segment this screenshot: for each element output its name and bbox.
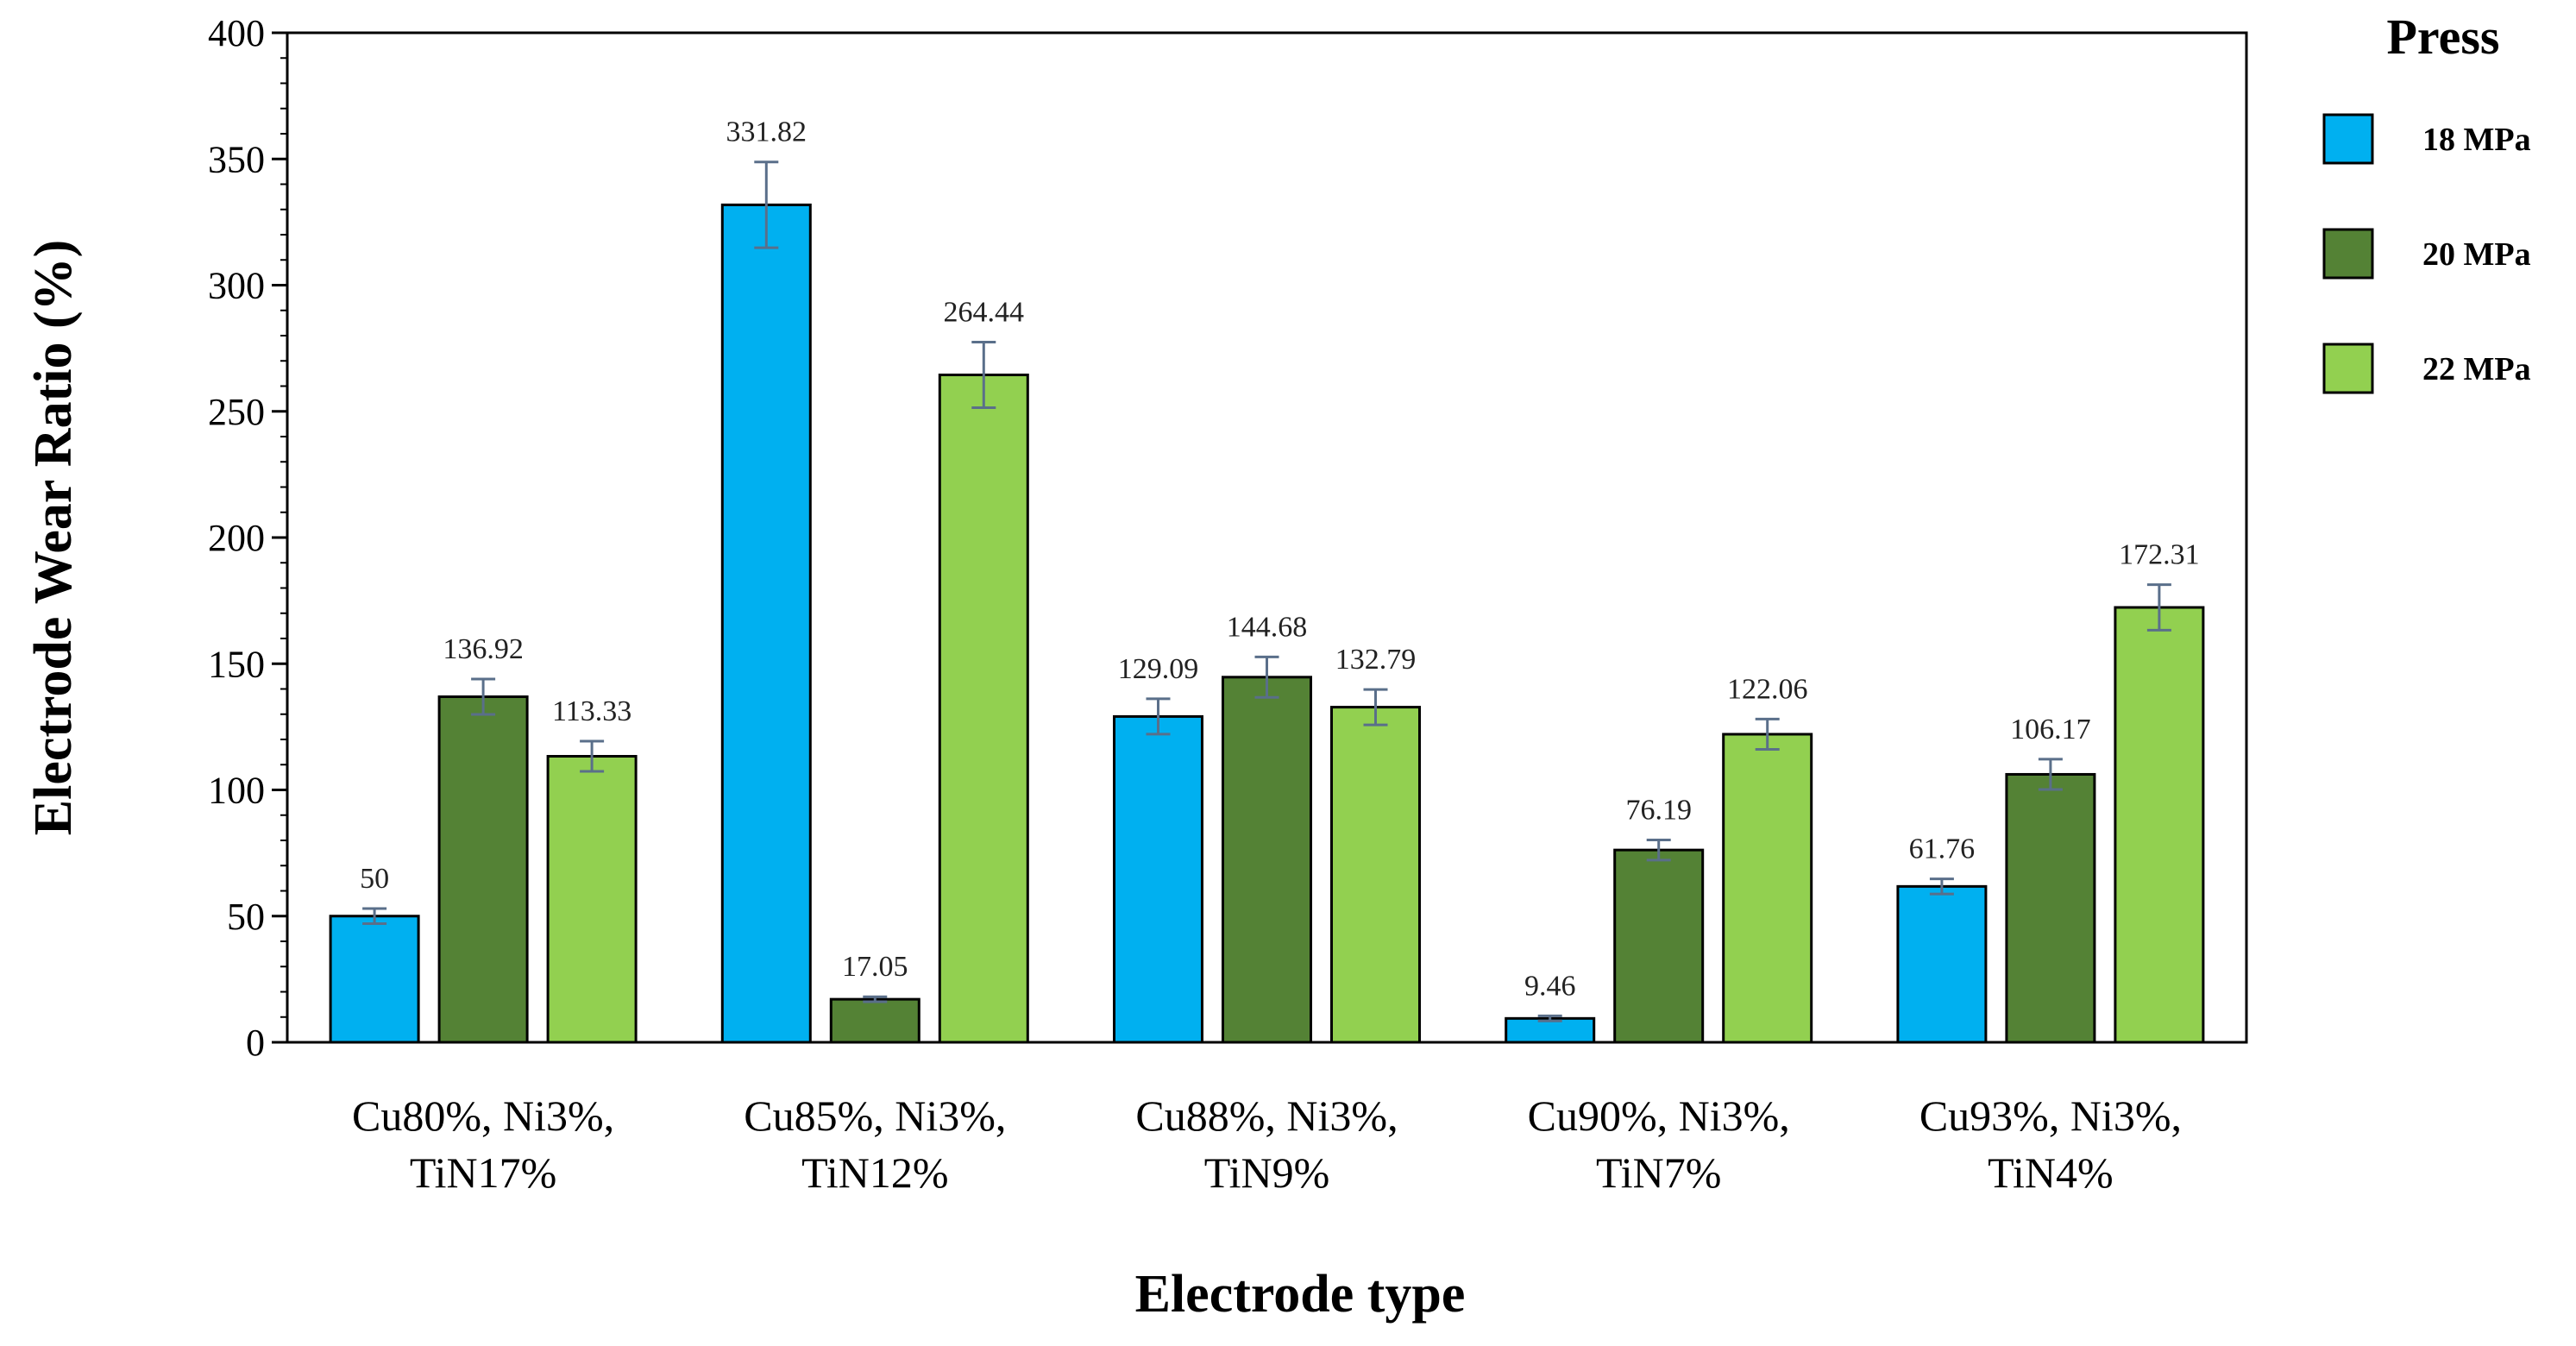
data-label: 264.44 — [944, 296, 1025, 328]
x-axis-title: Electrode type — [1135, 1265, 1466, 1324]
x-tick-label: TiN12% — [801, 1148, 948, 1197]
data-label: 331.82 — [726, 116, 807, 148]
data-label: 76.19 — [1625, 794, 1692, 826]
labels-group: 0 50 100 150 200 250 300 350 400 50 136.92 113.33 Cu… — [208, 12, 2200, 1197]
bar — [437, 695, 529, 1044]
bar — [1613, 848, 1705, 1044]
bar — [2005, 772, 2096, 1044]
legend-label: 18 MPa — [2422, 122, 2531, 158]
data-label: 144.68 — [1227, 611, 1308, 643]
data-label: 9.46 — [1524, 970, 1576, 1002]
data-label: 106.17 — [2010, 714, 2091, 745]
data-label: 17.05 — [842, 951, 908, 983]
legend-label: 22 MPa — [2422, 351, 2531, 387]
bar — [1330, 706, 1421, 1044]
y-tick-label: 100 — [208, 770, 265, 812]
bar — [938, 374, 1029, 1044]
data-label: 61.76 — [1909, 833, 1976, 865]
y-tick-label: 200 — [208, 517, 265, 559]
x-tick-label: TiN4% — [1988, 1148, 2113, 1197]
data-label: 132.79 — [1335, 644, 1417, 676]
bar — [1113, 714, 1203, 1044]
bars-group — [329, 160, 2205, 1044]
legend-title: Press — [2386, 9, 2499, 65]
bar — [2114, 606, 2205, 1044]
x-tick-label: Cu88%, Ni3%, — [1135, 1091, 1398, 1140]
x-tick-label: TiN9% — [1204, 1148, 1329, 1197]
bar — [329, 915, 420, 1044]
y-tick-label: 300 — [208, 265, 265, 307]
x-tick-label: TiN7% — [1596, 1148, 1721, 1197]
data-label: 122.06 — [1727, 673, 1808, 705]
y-tick-label: 150 — [208, 643, 265, 685]
bar — [1505, 1016, 1596, 1044]
data-label: 129.09 — [1118, 653, 1199, 685]
y-tick-label: 250 — [208, 391, 265, 433]
bar — [546, 755, 638, 1044]
data-label: 113.33 — [552, 695, 631, 727]
x-tick-label: Cu85%, Ni3%, — [744, 1091, 1006, 1140]
legend-swatch — [2322, 113, 2374, 165]
bar — [720, 203, 812, 1044]
y-tick-label: 350 — [208, 138, 265, 180]
legend: 18 MPa 20 MPa 22 MPa — [2322, 113, 2531, 394]
x-tick-label: Cu80%, Ni3%, — [352, 1091, 614, 1140]
y-axis-title: Electrode Wear Ratio (%) — [24, 240, 83, 835]
y-tick-label: 50 — [227, 896, 265, 938]
bar — [1722, 733, 1813, 1044]
legend-label: 20 MPa — [2422, 236, 2531, 273]
y-tick-label: 0 — [246, 1022, 265, 1064]
bar — [1896, 884, 1988, 1044]
legend-swatch — [2322, 228, 2374, 280]
bar — [829, 997, 920, 1044]
x-tick-label: Cu93%, Ni3%, — [1919, 1091, 2182, 1140]
bar — [1222, 676, 1312, 1044]
data-label: 50 — [360, 863, 389, 895]
x-tick-label: Cu90%, Ni3%, — [1528, 1091, 1790, 1140]
data-label: 136.92 — [443, 633, 524, 665]
x-tick-label: TiN17% — [410, 1148, 556, 1197]
data-label: 172.31 — [2119, 539, 2200, 571]
y-tick-label: 400 — [208, 12, 265, 54]
legend-swatch — [2322, 343, 2374, 394]
